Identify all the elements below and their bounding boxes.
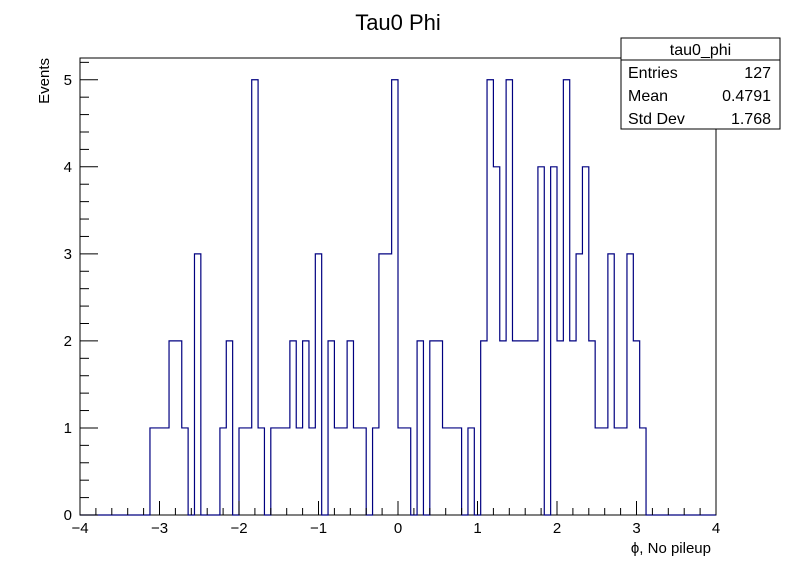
stats-mean-label: Mean bbox=[628, 88, 668, 105]
y-tick-label: 0 bbox=[64, 507, 72, 524]
x-tick-label: 3 bbox=[632, 520, 640, 537]
x-axis-tick-labels: −4 −3 −2 −1 0 1 2 3 4 bbox=[71, 520, 720, 537]
stats-box-title: tau0_phi bbox=[670, 42, 731, 59]
stats-entries-value: 127 bbox=[744, 65, 771, 82]
x-tick-label: 1 bbox=[473, 520, 481, 537]
stats-stddev-value: 1.768 bbox=[731, 111, 771, 128]
x-tick-label: 4 bbox=[712, 520, 720, 537]
x-tick-label: −2 bbox=[230, 520, 247, 537]
x-axis-label: ϕ, No pileup bbox=[631, 540, 711, 557]
y-tick-label: 2 bbox=[64, 333, 72, 350]
stats-box-frame bbox=[620, 37, 781, 130]
x-tick-label: −1 bbox=[310, 520, 327, 537]
y-tick-label: 3 bbox=[64, 246, 72, 263]
x-tick-label: −4 bbox=[71, 520, 88, 537]
x-tick-label: −3 bbox=[151, 520, 168, 537]
chart-title: Tau0 Phi bbox=[355, 10, 441, 35]
stats-box: tau0_phi Entries 127 Mean 0.4791 Std Dev… bbox=[620, 37, 781, 130]
stats-mean-value: 0.4791 bbox=[722, 88, 771, 105]
y-axis-tick-labels: 0 1 2 3 4 5 bbox=[64, 72, 72, 524]
stats-entries-label: Entries bbox=[628, 65, 678, 82]
x-axis-ticks bbox=[79, 501, 717, 515]
stats-stddev-label: Std Dev bbox=[628, 111, 685, 128]
y-axis-ticks bbox=[80, 61, 98, 516]
y-tick-label: 4 bbox=[64, 159, 72, 176]
y-tick-label: 5 bbox=[64, 72, 72, 89]
y-axis-label: Events bbox=[36, 58, 53, 104]
x-tick-label: 2 bbox=[553, 520, 561, 537]
histogram-series-line bbox=[80, 79, 716, 516]
y-tick-label: 1 bbox=[64, 420, 72, 437]
x-tick-label: 0 bbox=[394, 520, 402, 537]
